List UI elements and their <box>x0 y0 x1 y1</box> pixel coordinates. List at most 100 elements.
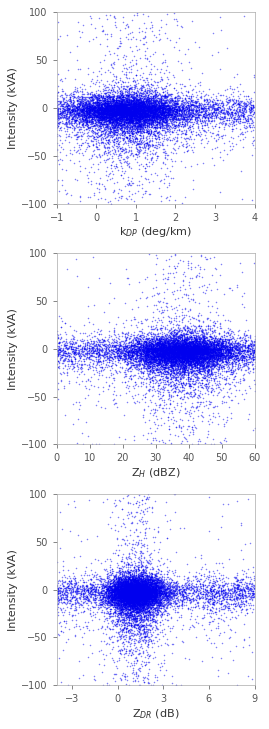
Point <box>179 609 183 620</box>
Point <box>183 347 187 359</box>
Point <box>112 119 117 130</box>
Point <box>140 346 144 357</box>
Point <box>124 573 128 585</box>
Point <box>220 355 224 367</box>
Point <box>129 106 133 118</box>
Point <box>211 351 215 363</box>
Point <box>112 586 116 598</box>
Point <box>82 583 87 595</box>
Point <box>165 592 169 604</box>
Point <box>132 106 136 118</box>
Point <box>171 342 176 354</box>
Point <box>134 593 138 604</box>
Point <box>106 152 111 163</box>
Point <box>133 119 137 130</box>
Point <box>127 584 132 596</box>
Point <box>131 586 135 598</box>
Point <box>134 586 139 598</box>
Point <box>138 116 142 128</box>
Point <box>128 111 133 122</box>
Point <box>183 340 187 351</box>
Point <box>103 347 108 359</box>
Point <box>143 574 148 586</box>
Point <box>92 582 97 593</box>
Point <box>71 337 76 348</box>
Point <box>237 593 241 605</box>
Point <box>90 99 94 111</box>
Point <box>134 117 138 128</box>
Point <box>141 100 145 112</box>
Point <box>108 590 112 602</box>
Point <box>215 353 220 364</box>
Point <box>153 588 158 599</box>
Point <box>138 575 142 587</box>
Point <box>97 12 101 24</box>
Point <box>197 363 201 375</box>
Point <box>135 94 140 106</box>
Point <box>192 141 196 153</box>
Point <box>232 103 236 114</box>
Point <box>132 585 137 597</box>
Point <box>189 90 193 101</box>
Point <box>200 351 204 363</box>
Point <box>59 374 63 386</box>
Point <box>247 106 252 118</box>
Point <box>160 585 164 597</box>
Point <box>188 581 193 593</box>
Point <box>152 583 156 595</box>
Point <box>106 586 110 598</box>
Point <box>64 119 69 130</box>
Point <box>203 337 207 348</box>
Point <box>146 584 150 596</box>
Point <box>225 343 229 354</box>
Point <box>172 356 176 367</box>
Point <box>231 593 235 605</box>
Point <box>139 582 143 594</box>
Point <box>142 621 147 633</box>
Point <box>129 111 133 122</box>
Point <box>151 580 155 591</box>
Point <box>126 85 130 96</box>
Point <box>156 116 161 128</box>
Point <box>223 314 227 326</box>
Point <box>125 116 129 128</box>
Point <box>118 111 122 122</box>
Point <box>166 351 170 362</box>
Point <box>148 113 153 125</box>
Point <box>132 588 136 600</box>
Point <box>167 350 171 362</box>
Point <box>118 343 122 355</box>
Point <box>206 574 210 585</box>
Point <box>64 335 68 347</box>
Point <box>169 334 173 346</box>
Point <box>151 586 156 598</box>
Point <box>240 128 245 140</box>
Point <box>173 103 178 114</box>
Point <box>203 599 207 611</box>
Point <box>182 322 186 334</box>
Point <box>188 343 192 354</box>
Point <box>196 367 200 378</box>
Point <box>131 592 135 604</box>
Point <box>136 100 140 112</box>
Point <box>130 601 134 612</box>
Point <box>132 579 136 590</box>
Point <box>173 120 177 132</box>
Point <box>206 343 211 354</box>
Point <box>146 109 150 121</box>
Point <box>166 345 170 356</box>
Point <box>165 91 169 103</box>
Point <box>184 344 189 356</box>
Point <box>191 620 196 631</box>
Point <box>127 108 131 120</box>
Point <box>189 347 193 359</box>
Point <box>190 353 194 364</box>
Point <box>123 617 128 629</box>
Point <box>169 360 174 372</box>
Point <box>119 593 123 604</box>
Point <box>210 270 214 281</box>
Point <box>101 106 106 118</box>
Point <box>97 581 101 593</box>
Point <box>108 599 112 611</box>
Point <box>125 116 130 128</box>
